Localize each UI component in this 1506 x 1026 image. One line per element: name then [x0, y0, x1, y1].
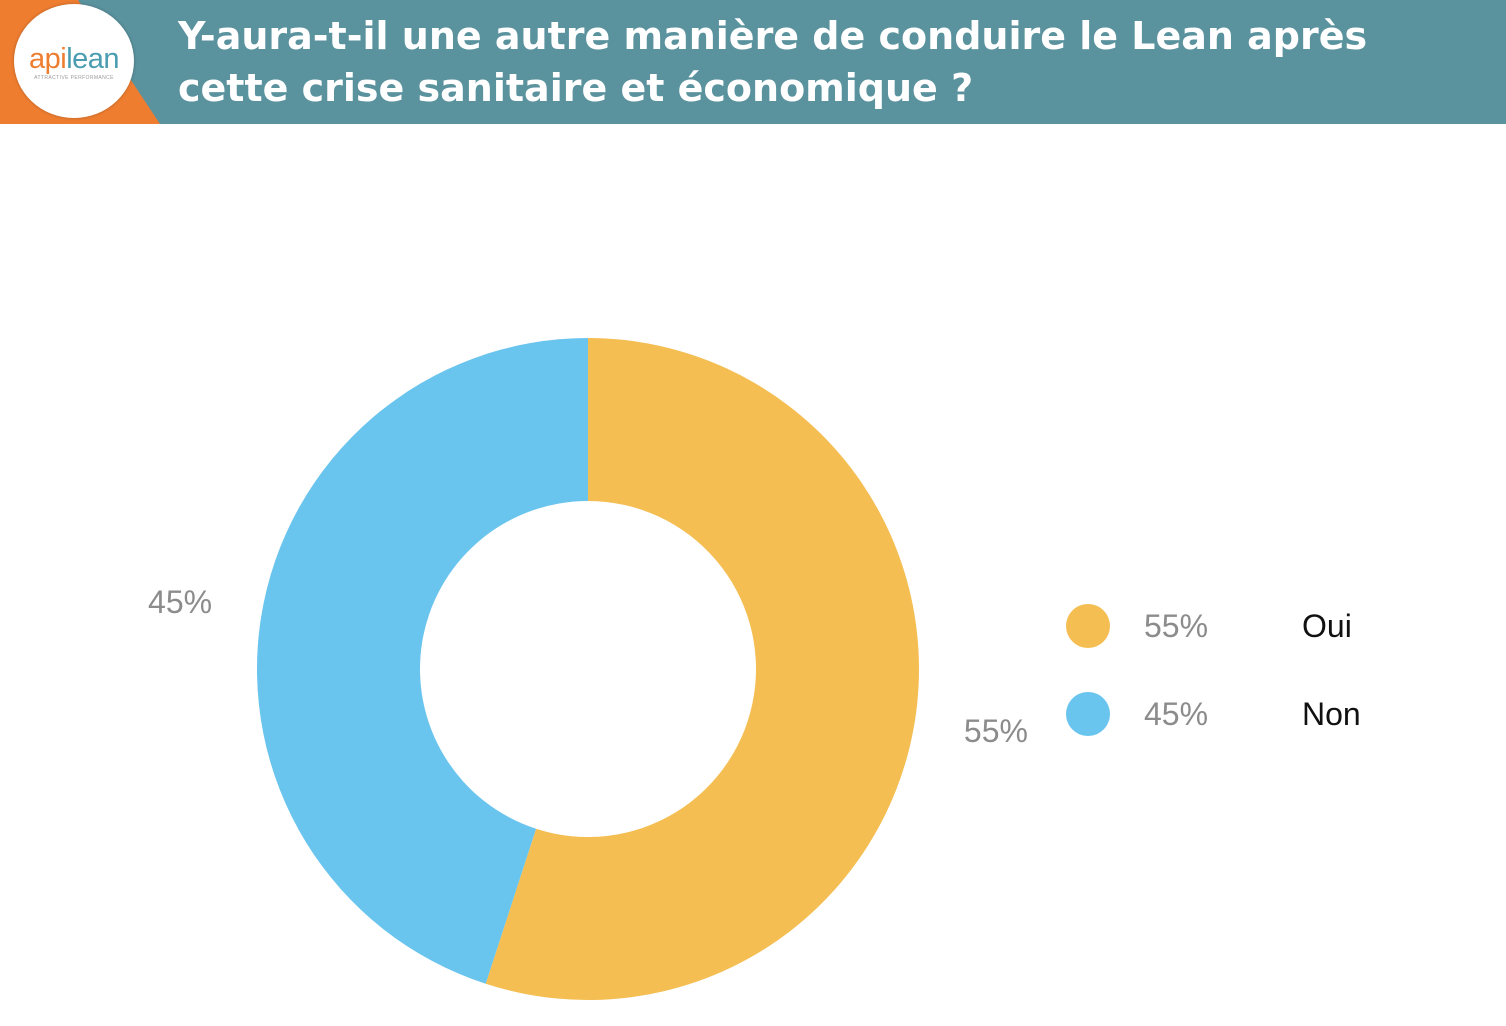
legend-swatch-oui [1066, 604, 1110, 648]
logo-text-lean: lean [66, 42, 120, 75]
chart-legend: 55% Oui 45% Non [1064, 600, 1394, 776]
apilean-logo: apilean ATTRACTIVE PERFORMANCE [14, 4, 134, 118]
logo-tagline: ATTRACTIVE PERFORMANCE [34, 74, 114, 81]
data-label-oui: 55% [964, 713, 1028, 749]
legend-item-non: 45% Non [1064, 688, 1394, 776]
legend-label-non: Non [1302, 696, 1361, 732]
page-title: Y-aura-t-il une autre manière de conduir… [178, 14, 1368, 110]
header-bar: apilean ATTRACTIVE PERFORMANCE Y-aura-t-… [0, 0, 1506, 124]
legend-swatch-non [1066, 692, 1110, 736]
data-label-non: 45% [148, 584, 212, 620]
legend-percent-non: 45% [1144, 696, 1209, 732]
donut-data-labels: 55% 45% [148, 584, 1028, 749]
donut-slice-non [257, 338, 588, 984]
logo-wordmark: apilean [28, 42, 120, 75]
logo-text-api: api [28, 42, 67, 75]
legend-item-oui: 55% Oui [1064, 600, 1394, 688]
legend-percent-oui: 55% [1144, 608, 1209, 644]
donut-slices [257, 338, 920, 1000]
legend-label-oui: Oui [1302, 608, 1352, 644]
donut-slice-oui [485, 338, 920, 1000]
